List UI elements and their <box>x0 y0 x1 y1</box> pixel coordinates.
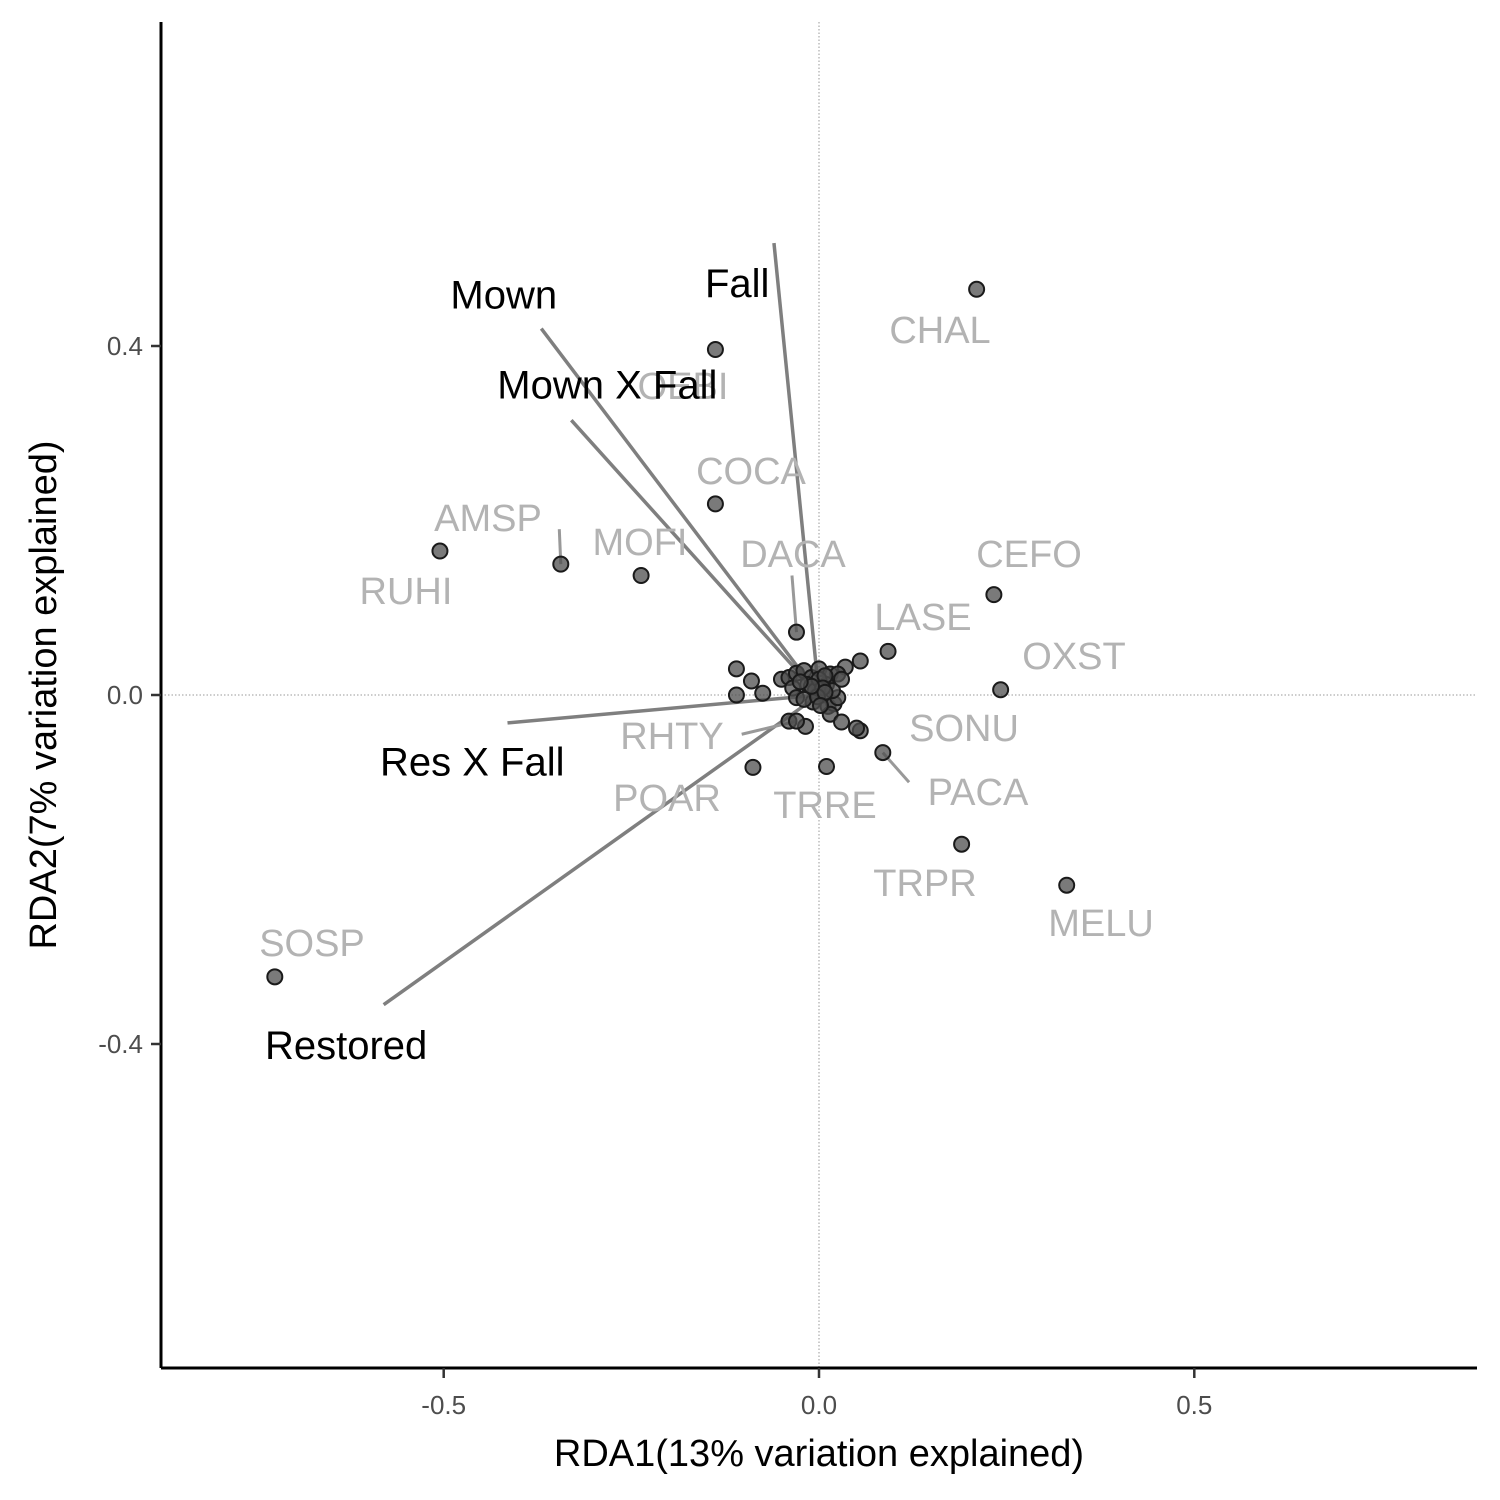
biplot-arrows <box>382 242 821 1007</box>
species-point <box>727 686 745 704</box>
arrow-fall <box>772 242 821 696</box>
species-point <box>754 684 772 702</box>
species-point-mofi <box>632 566 650 584</box>
species-label-sonu: SONU <box>909 708 1019 750</box>
x-tick-label: 0.0 <box>801 1390 837 1420</box>
arrow-label-mown: Mown <box>450 274 557 318</box>
species-label-oebi: OEBI <box>638 366 729 408</box>
species-point-daca <box>787 623 805 641</box>
species-point-rhty <box>787 712 805 730</box>
species-point-chal <box>968 280 986 298</box>
species-point-oebi <box>706 340 724 358</box>
arrow-label-mown-x-fall: Mown X Fall <box>497 363 717 407</box>
x-tick-label: 0.5 <box>1176 1390 1212 1420</box>
tick-marks <box>151 344 1196 1378</box>
species-point-trpr <box>953 835 971 853</box>
arrow-label-fall: Fall <box>705 262 769 306</box>
species-label-cefo: CEFO <box>976 534 1082 576</box>
y-axis-title: RDA2(7% variation explained) <box>23 440 65 949</box>
y-tick-label: 0.0 <box>107 680 143 710</box>
arrow-restored <box>382 693 821 1007</box>
species-point-sonu <box>848 719 866 737</box>
arrow-mown <box>539 327 821 697</box>
species-point-cefo <box>985 586 1003 604</box>
leader-line-daca <box>790 575 798 633</box>
species-label-chal: CHAL <box>889 310 990 352</box>
species-label-sosp: SOSP <box>259 923 365 965</box>
tick-labels: -0.5 0.0 0.5 -0.4 0.0 0.4 <box>98 331 1212 1420</box>
species-label-rhty: RHTY <box>620 716 723 758</box>
species-point-sosp <box>266 968 284 986</box>
species-point <box>833 713 851 731</box>
species-label-amsp: AMSP <box>434 498 542 540</box>
species-label-trre: TRRE <box>773 785 876 827</box>
species-point-amsp <box>552 555 570 573</box>
species-label-mofi: MOFI <box>593 522 688 564</box>
species-label-oxst: OXST <box>1022 636 1125 678</box>
species-points <box>266 280 1076 986</box>
species-point-ruhi <box>431 542 449 560</box>
species-point-trre <box>818 758 836 776</box>
x-tick-label: -0.5 <box>421 1390 466 1420</box>
arrow-mown-x-fall <box>570 418 821 697</box>
species-label-melu: MELU <box>1048 903 1154 945</box>
species-point <box>742 672 760 690</box>
x-axis-title: RDA1(13% variation explained) <box>554 1433 1084 1475</box>
species-label-daca: DACA <box>740 534 846 576</box>
species-point-paca <box>874 744 892 762</box>
species-label-lase: LASE <box>874 597 971 639</box>
species-point-lase <box>879 642 897 660</box>
species-point <box>833 670 851 688</box>
species-label-trpr: TRPR <box>873 863 976 905</box>
species-label-coca: COCA <box>696 451 806 493</box>
species-label-poar: POAR <box>613 778 721 820</box>
species-label-ruhi: RUHI <box>360 571 453 613</box>
species-point <box>851 652 869 670</box>
species-label-paca: PACA <box>928 772 1029 814</box>
arrow-labels: Fall Mown Mown X Fall Res X Fall Restored <box>265 262 769 1068</box>
arrow-label-restored: Restored <box>265 1024 427 1068</box>
species-point-oxst <box>992 681 1010 699</box>
species-point <box>791 673 809 691</box>
species-point-coca <box>706 495 724 513</box>
arrow-label-res-x-fall: Res X Fall <box>380 740 565 784</box>
species-point-poar <box>744 758 762 776</box>
species-point <box>727 660 745 678</box>
species-point-melu <box>1058 876 1076 894</box>
y-tick-label: 0.4 <box>107 331 143 361</box>
y-tick-label: -0.4 <box>98 1029 143 1059</box>
species-point <box>812 696 830 714</box>
